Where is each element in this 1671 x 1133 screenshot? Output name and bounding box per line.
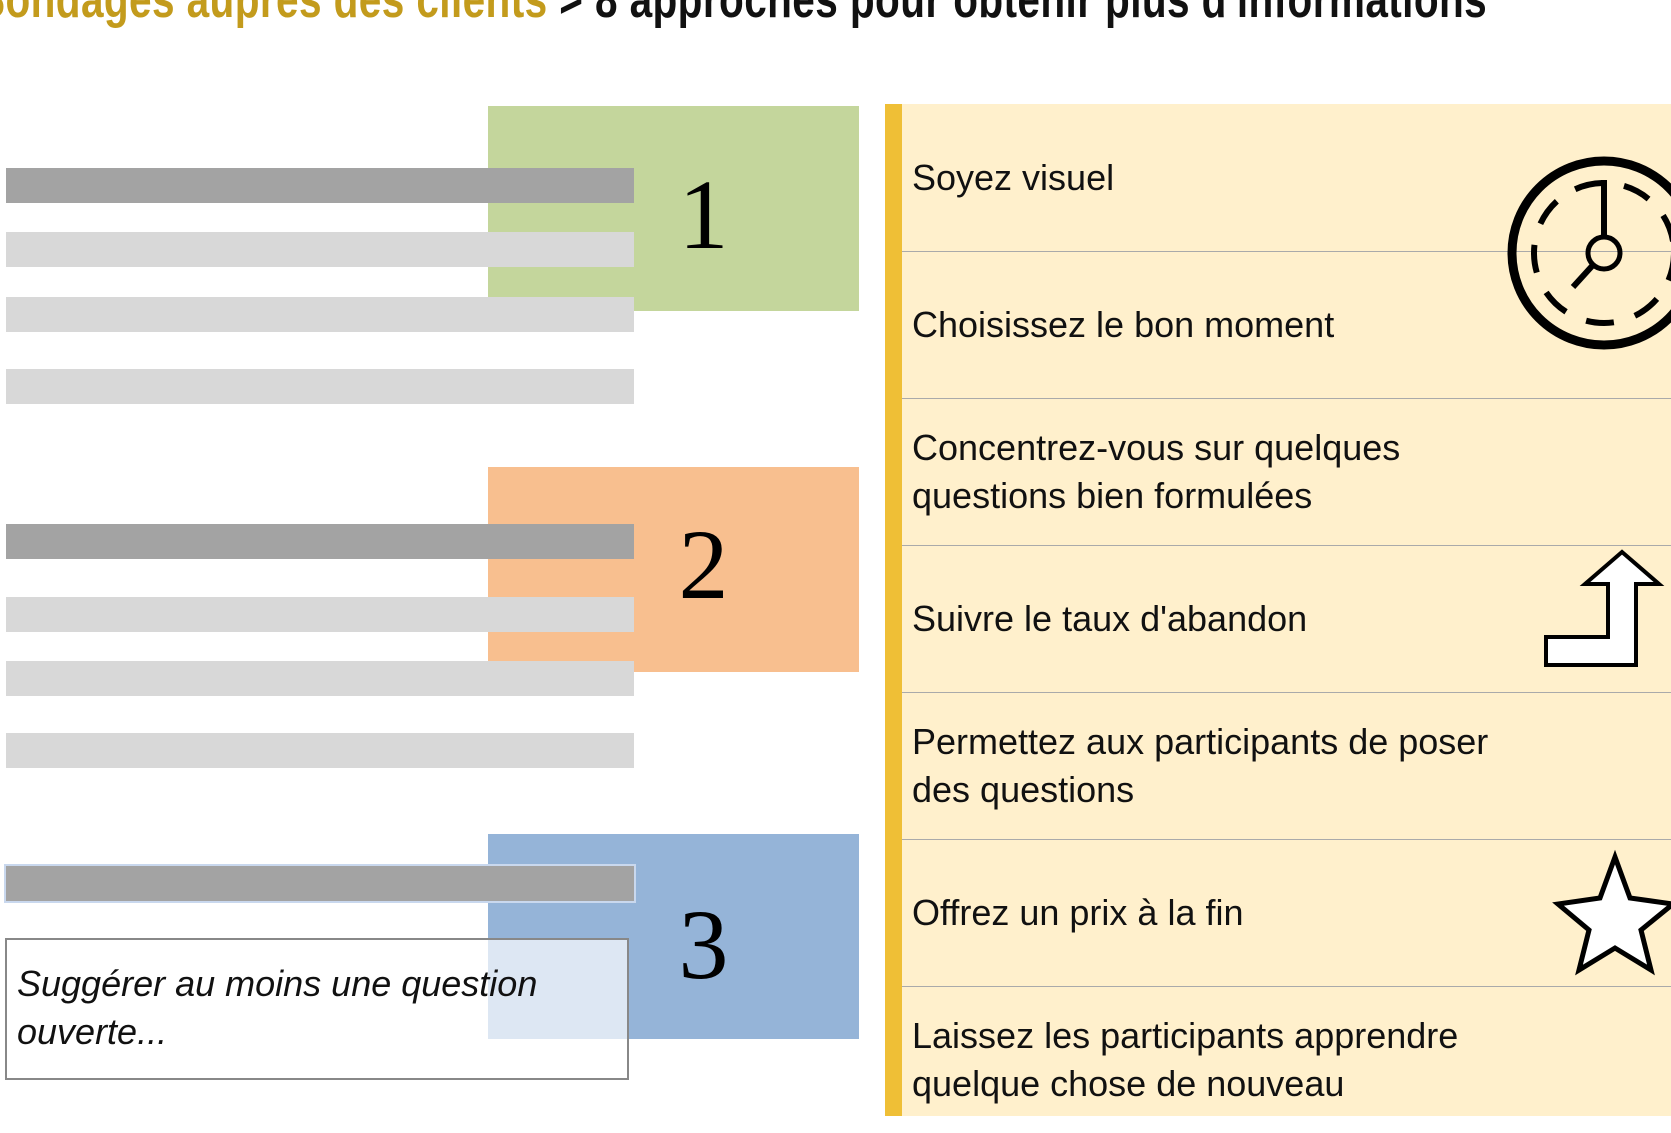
tip-row: Choisissez le bon moment: [902, 251, 1671, 398]
step-number: 2: [678, 509, 729, 620]
note-box: Suggérer au moins une question ouverte..…: [5, 938, 629, 1080]
step-number: 1: [678, 159, 729, 270]
placeholder-bar: [6, 168, 634, 203]
step-box: [488, 467, 859, 672]
tip-row: Laissez les participants apprendre quelq…: [902, 986, 1671, 1133]
tip-row: Offrez un prix à la fin: [902, 839, 1671, 986]
placeholder-bar: [6, 733, 634, 768]
placeholder-bar: [6, 524, 634, 559]
tip-row: Permettez aux participants de poser des …: [902, 692, 1671, 839]
tips-panel: Soyez visuel Choisissez le bon moment Conc…: [902, 104, 1671, 1116]
title: Sondages auprès des clients > 8 approche…: [0, 0, 1487, 30]
accent-bar: [885, 104, 902, 1116]
placeholder-bar: [6, 369, 634, 404]
tip-row: Suivre le taux d'abandon: [902, 545, 1671, 692]
placeholder-bar: [6, 232, 634, 267]
title-separator: >: [559, 0, 584, 29]
placeholder-bar: [4, 864, 636, 903]
title-section: Sondages auprès des clients: [0, 0, 548, 29]
tip-row: Concentrez-vous sur quelques questions b…: [902, 398, 1671, 545]
step-number: 3: [678, 889, 729, 1000]
placeholder-bar: [6, 597, 634, 632]
step-box: [488, 106, 859, 311]
tip-row: Soyez visuel: [912, 156, 1115, 198]
placeholder-bar: [6, 297, 634, 332]
placeholder-bar: [6, 661, 634, 696]
title-main: 8 approches pour obtenir plus d'informat…: [594, 0, 1488, 29]
